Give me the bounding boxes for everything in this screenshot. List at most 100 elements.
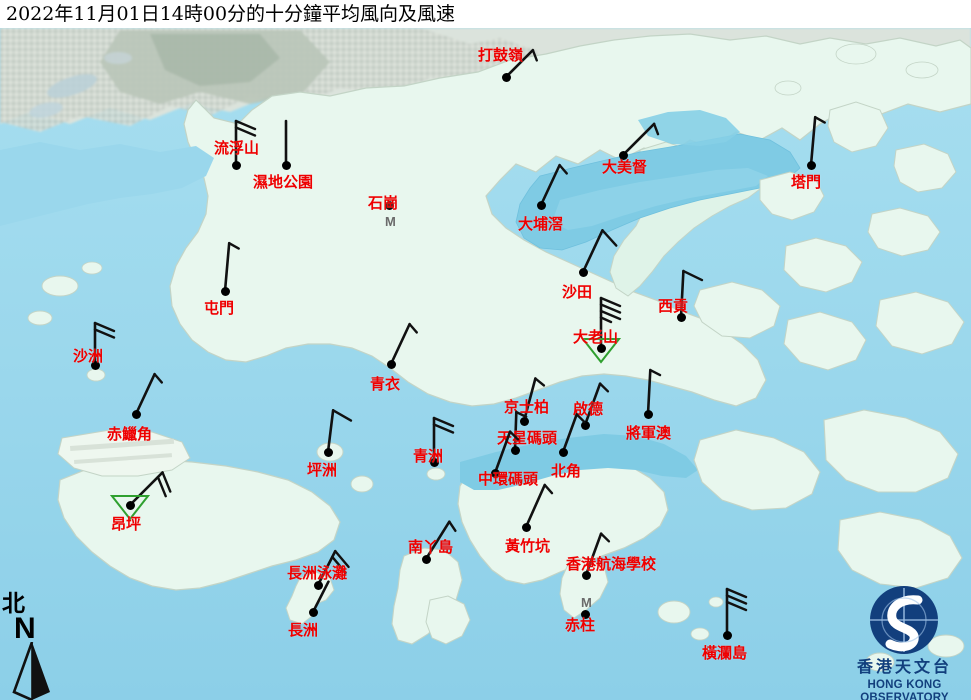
hko-logo: 香港天文台 HONG KONG OBSERVATORY [838,584,971,700]
station-label: 打鼓嶺 [478,46,524,64]
station-dot[interactable] [501,72,511,82]
wind-barb-icon [234,119,257,167]
page-title: 2022年11月01日14時00分的十分鐘平均風向及風速 [6,3,456,25]
station-dot[interactable] [643,409,653,419]
wind-barb-icon [93,321,116,367]
station-label: 昂坪 [111,515,142,533]
wind-barb-icon [581,229,618,274]
station-dot[interactable] [806,160,816,170]
station-label: 橫瀾島 [702,644,748,662]
compass-label-en: N [14,612,36,645]
wind-barb-icon [561,413,586,454]
wind-barb-icon [128,471,172,507]
station-label: 將軍澳 [626,424,672,442]
station-label: 南丫島 [408,538,454,556]
title-bar: 2022年11月01日14時00分的十分鐘平均風向及風速 [0,0,971,28]
missing-data-marker: M [385,214,396,229]
station-dot[interactable] [313,580,323,590]
wind-barb-icon [725,587,748,637]
station-label: 大美督 [602,158,648,176]
station-label: 啟德 [573,400,604,418]
station-dot[interactable] [421,554,431,564]
wind-barb-icon [311,580,330,614]
station-label: 赤鱲角 [107,425,153,443]
station-label: 西貢 [658,297,689,315]
station-label: 青衣 [370,375,401,393]
station-label: 沙洲 [73,347,104,365]
wind-barb-icon [522,377,546,423]
wind-barb-icon [524,483,554,529]
station-dot[interactable] [519,416,529,426]
wind-barb-icon [326,409,353,454]
station-dot[interactable] [596,343,606,353]
station-dot[interactable] [618,150,628,160]
compass-needle-icon [12,642,50,700]
station-dot[interactable] [220,286,230,296]
station-dot[interactable] [308,607,318,617]
station-dot[interactable] [676,312,686,322]
hko-logo-text-cn: 香港天文台 [856,657,952,676]
hko-logo-text-en: HONG KONG OBSERVATORY [860,679,949,700]
wind-barb-icon [679,269,704,319]
wind-barb-icon [424,520,457,561]
station-dot[interactable] [581,570,591,580]
station-dot[interactable] [722,630,732,640]
station-label: 長洲泳灘 [287,564,348,582]
station-label: 坪洲 [307,461,338,479]
station-label: 北角 [551,462,582,480]
wind-barb-icon [809,115,826,167]
station-dot[interactable] [281,160,291,170]
north-arrow: 北 N [2,592,72,700]
station-label: 屯門 [204,299,235,317]
station-dot[interactable] [429,457,439,467]
wind-barb-icon [584,532,611,577]
station-label: 黃竹坑 [505,537,551,555]
station-dot[interactable] [580,609,590,619]
station-label: 石崗 [368,194,399,212]
station-dot[interactable] [125,500,135,510]
station-dot[interactable] [323,447,333,457]
wind-barb-icon [284,119,288,167]
wind-barb-icon [493,430,520,475]
station-dot[interactable] [490,468,500,478]
station-dot[interactable] [90,360,100,370]
station-dot[interactable] [510,445,520,455]
wind-barb-icon [316,549,350,587]
missing-data-marker: M [581,595,592,610]
station-label: 長洲 [288,621,319,639]
wind-barb-icon [504,48,538,79]
compass-label-cn: 北 [2,590,25,617]
station-label: 赤柱 [565,616,596,634]
station-label: 流浮山 [214,139,260,157]
wind-barb-icon [621,122,660,157]
station-dot[interactable] [521,522,531,532]
station-label: 青洲 [413,447,444,465]
station-label: 香港航海學校 [566,555,657,573]
gust-marker [580,336,622,369]
wind-barb-icon [539,163,568,207]
station-label: 大埔滘 [518,215,564,233]
station-dot[interactable] [558,447,568,457]
station-label: 沙田 [562,283,593,301]
station-label: 大老山 [573,328,619,346]
wind-barb-icon [583,382,610,427]
station-dot[interactable] [536,200,546,210]
wind-barb-icon [513,410,528,452]
station-dot[interactable] [386,359,396,369]
station-dot[interactable] [131,409,141,419]
station-dot[interactable] [231,160,241,170]
wind-barb-icon [646,368,662,416]
station-label: 中環碼頭 [478,470,539,488]
hko-logo-icon [870,586,938,654]
station-dot[interactable] [384,200,394,210]
gust-triangle-icon [109,495,151,521]
wind-barb-icon [432,416,455,464]
station-dot[interactable] [578,267,588,277]
wind-barb-icon [134,372,163,416]
wind-barb-icon [389,322,418,366]
station-label: 塔門 [791,173,822,191]
station-label: 濕地公園 [253,173,314,191]
station-dot[interactable] [580,420,590,430]
